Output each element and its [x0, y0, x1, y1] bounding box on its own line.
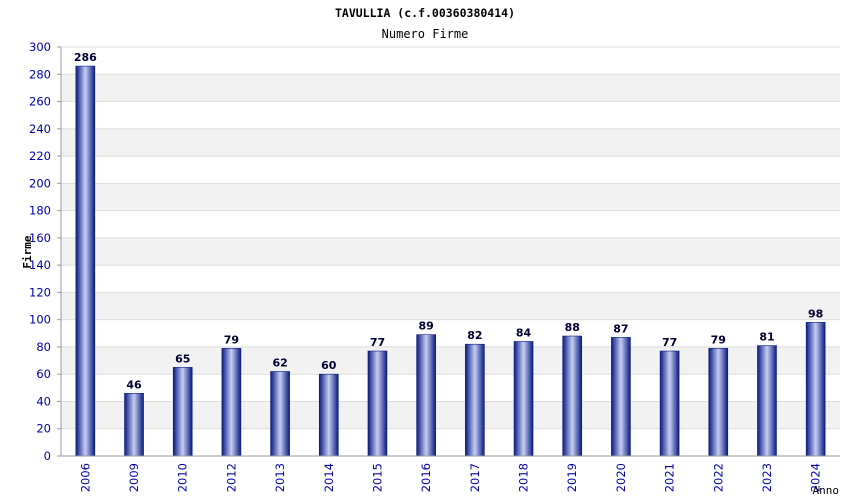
- bar-2014: [318, 373, 339, 457]
- x-tick-labels: 2006 2009 2010 2012 2013 2014 2015 2016 2017 2018…: [78, 463, 822, 492]
- value-label-2023: 81: [759, 331, 774, 344]
- value-label-2021: 77: [662, 336, 677, 349]
- bar-2012: [221, 347, 242, 457]
- value-label-2012: 79: [224, 333, 239, 346]
- y-tick-label: 220: [29, 149, 51, 163]
- value-label-2015: 77: [370, 336, 385, 349]
- bar-2006: [75, 65, 96, 457]
- x-tick-label-2014: 2014: [322, 463, 336, 492]
- bar-2022: [708, 347, 729, 457]
- bar-2023: [757, 345, 777, 457]
- y-tick-label: 120: [29, 285, 51, 299]
- x-tick-label-2009: 2009: [127, 463, 141, 492]
- x-tick-label-2012: 2012: [224, 463, 238, 492]
- x-tick-label-2010: 2010: [176, 463, 190, 492]
- x-tick-label-2020: 2020: [614, 463, 628, 492]
- value-label-2024: 98: [808, 307, 823, 320]
- plot-band: [61, 183, 840, 211]
- bar-2013: [270, 371, 290, 457]
- value-label-2020: 87: [613, 322, 628, 335]
- x-tick-label-2016: 2016: [419, 463, 433, 492]
- y-tick-label: 180: [29, 204, 51, 218]
- y-tick-labels: 0 20 40 60 80 100 120 140 160 180 200 220 240 260 280 3…: [29, 40, 61, 463]
- y-tick-label: 40: [36, 394, 51, 408]
- value-label-2022: 79: [711, 333, 726, 346]
- bars: [75, 65, 826, 457]
- x-tick-label-2019: 2019: [565, 463, 579, 492]
- value-label-2009: 46: [126, 378, 142, 391]
- bar-2024: [805, 322, 826, 457]
- y-tick-label: 160: [29, 231, 51, 245]
- y-tick-label: 200: [29, 176, 51, 190]
- bar-2009: [124, 392, 144, 457]
- bar-2018: [513, 341, 534, 457]
- chart-subtitle: Numero Firme: [382, 27, 469, 41]
- x-tick-label-2024: 2024: [809, 463, 823, 492]
- x-tick-label-2006: 2006: [78, 463, 92, 492]
- x-tick-label-2022: 2022: [711, 463, 725, 492]
- value-label-2017: 82: [467, 329, 482, 342]
- value-label-2016: 89: [419, 320, 434, 333]
- x-tick-label-2021: 2021: [663, 463, 677, 492]
- y-tick-label: 20: [36, 422, 51, 436]
- value-label-2018: 84: [516, 326, 532, 339]
- y-axis-label: Firme: [21, 235, 34, 268]
- x-axis-label: Anno: [813, 484, 840, 497]
- chart-title: TAVULLIA (c.f.00360380414): [335, 6, 515, 20]
- y-tick-label: 100: [29, 313, 51, 327]
- value-label-2019: 88: [565, 321, 580, 334]
- y-tick-label: 240: [29, 122, 51, 136]
- x-tick-label-2017: 2017: [468, 463, 482, 492]
- x-tick-label-2023: 2023: [760, 463, 774, 492]
- plot-band: [61, 74, 840, 102]
- plot-band: [61, 237, 840, 266]
- plot-band: [61, 128, 840, 157]
- value-labels: 286 46 65 79 62 60 77 89 82 84 88 87 77 79 81 98: [74, 51, 823, 391]
- y-tick-label: 80: [36, 340, 51, 354]
- bar-2019: [562, 335, 583, 457]
- value-label-2010: 65: [175, 352, 190, 365]
- bar-2017: [465, 343, 485, 457]
- value-label-2013: 62: [272, 356, 287, 369]
- value-label-2014: 60: [321, 359, 337, 372]
- y-tick-label: 60: [36, 367, 51, 381]
- x-tick-label-2015: 2015: [370, 463, 384, 492]
- y-tick-label: 300: [29, 40, 51, 54]
- bar-2016: [416, 334, 436, 457]
- value-label-2006: 286: [74, 51, 97, 64]
- bar-2020: [611, 337, 631, 457]
- bar-2015: [367, 350, 388, 457]
- y-tick-label: 260: [29, 95, 51, 109]
- x-tick-label-2018: 2018: [517, 463, 531, 492]
- y-tick-label: 280: [29, 67, 51, 81]
- x-tick-label-2013: 2013: [273, 463, 287, 492]
- bar-2010: [172, 367, 193, 457]
- y-tick-label: 0: [44, 449, 51, 463]
- y-tick-label: 140: [29, 258, 51, 272]
- bar-2021: [659, 350, 680, 457]
- plot-band: [61, 292, 840, 320]
